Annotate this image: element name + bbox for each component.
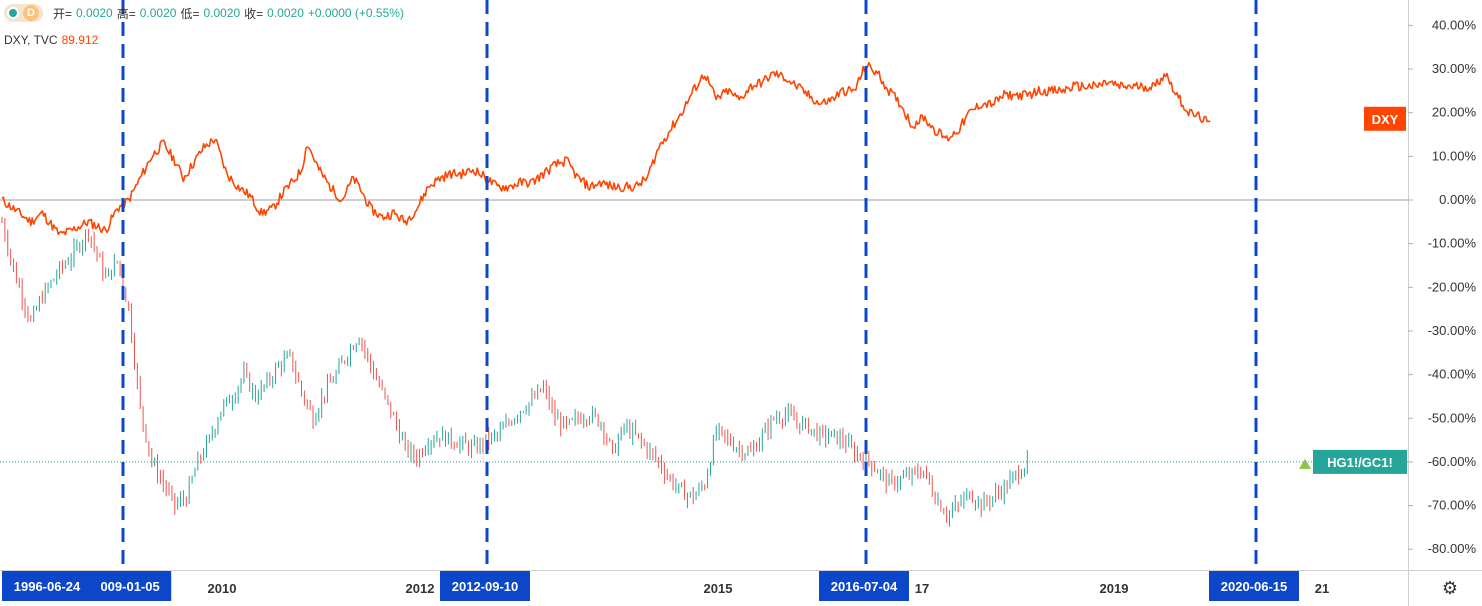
date-marker-bg xyxy=(1209,571,1299,601)
dxy-label-bg xyxy=(1364,106,1406,131)
close-label: 收= xyxy=(244,6,264,21)
price-tick-label: 30.00% xyxy=(1432,61,1477,76)
time-tick-label-partial: 21 xyxy=(1315,581,1329,596)
hg-gc-label-text: HG1!/GC1! xyxy=(1327,455,1393,470)
price-tick-label: -20.00% xyxy=(1428,279,1477,294)
hg-gc-label-bg xyxy=(1313,449,1407,474)
price-tick-label: -10.00% xyxy=(1428,236,1477,251)
open-label: 开= xyxy=(53,6,73,21)
date-marker-text: 009-01-05 xyxy=(100,579,159,594)
change-value: +0.0000 (+0.55%) xyxy=(307,6,404,20)
price-tick-label: -50.00% xyxy=(1428,410,1477,425)
timeframe-badge[interactable]: D xyxy=(23,5,39,21)
price-tick-label: -80.00% xyxy=(1428,541,1477,556)
low-value: 0.0020 xyxy=(203,6,241,20)
ohlc-legend: D 开= 0.0020 高= 0.0020 低= 0.0020 收= 0.0020 +0… xyxy=(4,4,404,22)
high-value: 0.0020 xyxy=(139,6,177,20)
symbol-status-pill[interactable]: D xyxy=(4,4,43,22)
price-tick-label: 20.00% xyxy=(1432,105,1477,120)
time-tick-label: 2019 xyxy=(1100,581,1129,596)
date-marker-label[interactable]: 2016-07-04 xyxy=(819,571,909,601)
date-marker-text: 1996-06-24 xyxy=(14,579,81,594)
dxy-axis-label: DXY xyxy=(1364,106,1406,131)
time-axis[interactable]: 2010 2012 2015 2019 17 21 xyxy=(208,581,1330,596)
dxy-series-line xyxy=(1,61,1211,236)
status-dot-icon xyxy=(7,7,19,19)
time-tick-label: 2015 xyxy=(704,581,733,596)
price-tick-label: 0.00% xyxy=(1439,192,1476,207)
up-triangle-icon xyxy=(1299,458,1311,469)
open-value: 0.0020 xyxy=(76,6,113,20)
series-labels: DXY HG1!/GC1! xyxy=(1299,106,1407,474)
low-label: 低= xyxy=(180,6,200,21)
date-marker-text: 2016-07-04 xyxy=(831,579,898,594)
price-tick-label: -60.00% xyxy=(1428,454,1477,469)
time-tick-label: 2012 xyxy=(406,581,435,596)
time-tick-label: 2010 xyxy=(208,581,237,596)
close-value: 0.0020 xyxy=(267,6,304,20)
date-marker-label[interactable]: 2020-06-15 xyxy=(1209,571,1299,601)
price-tick-label: -30.00% xyxy=(1428,323,1477,338)
date-marker-label[interactable]: 1996-06-24 xyxy=(2,571,92,601)
dxy-label-text: DXY xyxy=(1372,112,1399,127)
price-tick-label: 10.00% xyxy=(1432,148,1477,163)
date-marker-bg xyxy=(819,571,909,601)
gear-icon[interactable]: ⚙ xyxy=(1441,578,1459,598)
date-marker-label[interactable]: 2012-09-10 xyxy=(440,571,530,601)
hg-gc-axis-label: HG1!/GC1! xyxy=(1313,449,1407,474)
date-marker-bg xyxy=(89,571,172,601)
date-marker-label[interactable]: 009-01-05 xyxy=(89,571,172,601)
date-marker-text: 2020-06-15 xyxy=(1221,579,1288,594)
price-tick-label: 40.00% xyxy=(1432,17,1477,32)
vertical-markers[interactable]: 1996-06-24 009-01-05 2012-09-10 2016-07-04 2… xyxy=(2,0,1299,601)
price-tick-label: -40.00% xyxy=(1428,367,1477,382)
compare-symbol: DXY, TVC xyxy=(4,33,58,47)
price-axis[interactable]: 40.00% 30.00% 20.00% 10.00% 0.00% -10.00% -20.… xyxy=(1408,17,1476,556)
date-marker-text: 2012-09-10 xyxy=(452,579,519,594)
price-tick-label: -70.00% xyxy=(1428,498,1477,513)
date-marker-bg xyxy=(440,571,530,601)
high-label: 高= xyxy=(116,6,136,21)
dxy-line-layer xyxy=(1,61,1211,236)
compare-legend[interactable]: DXY, TVC 89.912 xyxy=(4,33,98,47)
candles-hg-gc xyxy=(1,216,1028,527)
date-marker-bg xyxy=(2,571,92,601)
compare-value: 89.912 xyxy=(61,33,99,47)
time-tick-label-partial: 17 xyxy=(915,581,929,596)
